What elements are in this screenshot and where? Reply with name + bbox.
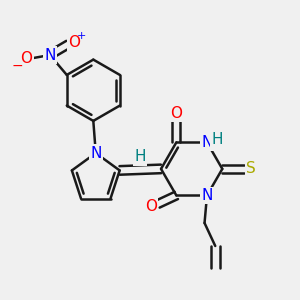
Text: N: N [201, 188, 213, 203]
Text: −: − [11, 59, 23, 73]
Text: N: N [44, 47, 56, 62]
Text: O: O [20, 51, 32, 66]
Text: O: O [145, 199, 157, 214]
Text: H: H [135, 149, 146, 164]
Text: O: O [170, 106, 182, 121]
Text: N: N [201, 135, 213, 150]
Text: N: N [90, 146, 101, 160]
Text: S: S [246, 161, 256, 176]
Text: O: O [68, 35, 80, 50]
Text: +: + [76, 31, 86, 41]
Text: H: H [211, 132, 223, 147]
